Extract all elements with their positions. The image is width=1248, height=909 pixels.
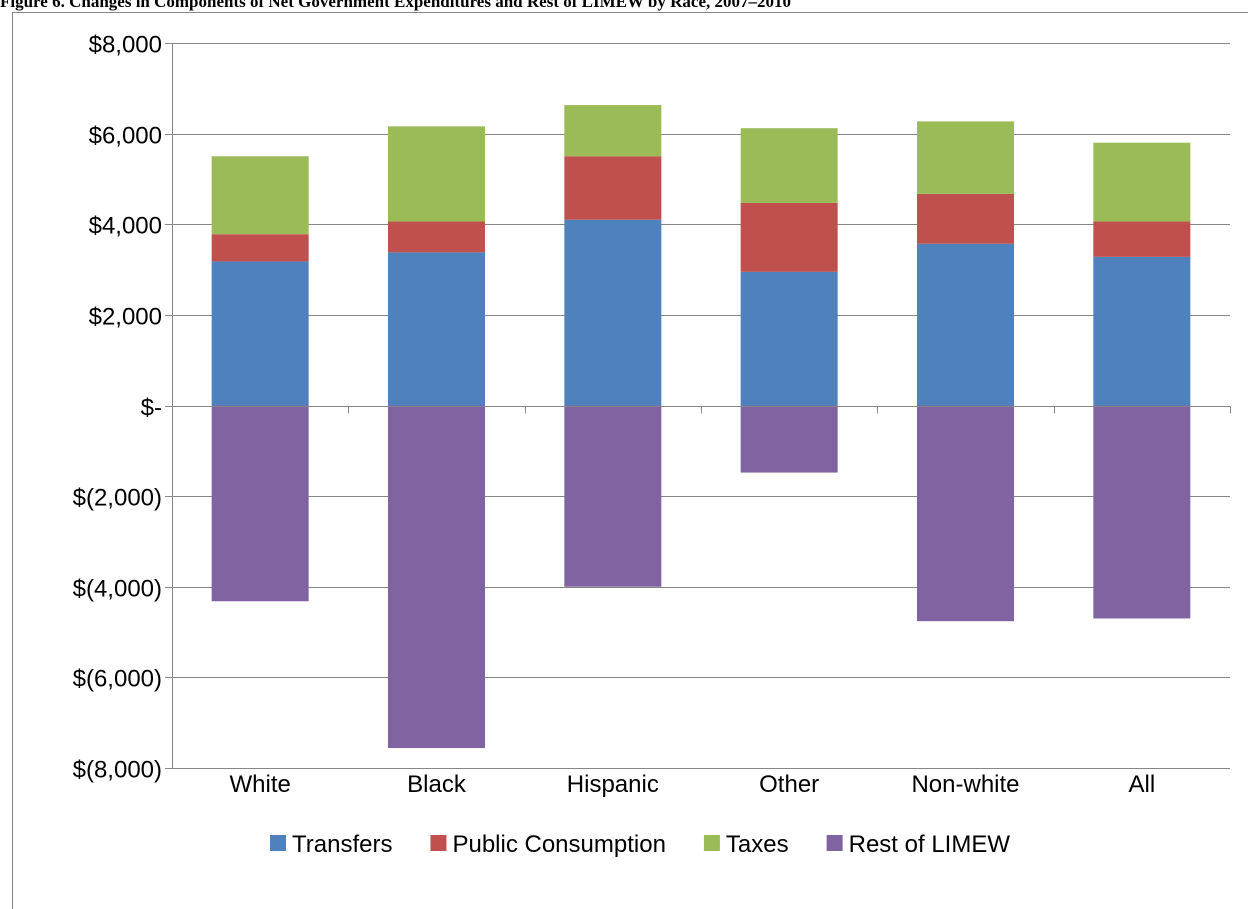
y-tick-label: $2,000 — [89, 304, 162, 331]
bar-transfers-all — [1093, 256, 1191, 406]
bars — [211, 105, 1191, 749]
bar-public-consumption-non-white — [917, 193, 1014, 244]
x-category-label: White — [229, 771, 290, 798]
legend-swatch-public-consumption — [430, 835, 447, 851]
x-category-label: Black — [407, 771, 467, 798]
legend-label-rest-of-limew: Rest of LIMEW — [849, 831, 1011, 858]
figure-title: Figure 6. Changes in Components of Net G… — [0, 0, 791, 11]
bar-rest-of-limew-white — [211, 405, 309, 602]
x-category-label: All — [1128, 771, 1155, 798]
bar-taxes-all — [1093, 142, 1191, 222]
gridlines — [172, 43, 1230, 769]
y-tick-label: $8,000 — [89, 32, 162, 59]
bar-transfers-non-white — [917, 243, 1014, 406]
bar-public-consumption-all — [1093, 221, 1191, 257]
bar-public-consumption-black — [388, 221, 485, 253]
bar-rest-of-limew-all — [1093, 405, 1191, 619]
y-tick-label: $(2,000) — [73, 485, 162, 512]
legend-label-transfers: Transfers — [292, 831, 392, 858]
bar-taxes-black — [388, 126, 485, 222]
bar-transfers-hispanic — [564, 219, 662, 406]
bar-taxes-other — [740, 128, 838, 203]
bar-rest-of-limew-black — [388, 405, 485, 749]
chart-frame — [12, 12, 1248, 909]
x-axis-category-labels: White Black Hispanic Other Non-white All — [229, 771, 1155, 798]
x-category-label: Hispanic — [567, 771, 659, 798]
bar-transfers-black — [388, 252, 485, 406]
y-tick-label: $(4,000) — [73, 576, 162, 603]
axes — [165, 43, 1231, 769]
legend-swatch-transfers — [270, 835, 286, 851]
bar-public-consumption-white — [211, 234, 309, 262]
y-tick-label: $6,000 — [89, 123, 162, 150]
legend-swatch-taxes — [703, 835, 720, 851]
bar-taxes-hispanic — [564, 105, 662, 157]
legend: Transfers Public Consumption Taxes Rest of … — [270, 831, 1010, 858]
bar-rest-of-limew-non-white — [917, 405, 1014, 622]
bar-taxes-white — [211, 156, 309, 235]
bar-transfers-other — [740, 271, 838, 406]
bar-rest-of-limew-hispanic — [564, 405, 662, 587]
bar-transfers-white — [211, 261, 309, 406]
y-axis-tick-labels: $8,000 $6,000 $4,000 $2,000 $- $(2,000) $(4,00… — [73, 32, 162, 784]
legend-label-public-consumption: Public Consumption — [452, 831, 665, 858]
legend-label-taxes: Taxes — [726, 831, 789, 858]
x-category-label: Non-white — [911, 771, 1019, 798]
legend-swatch-rest-of-limew — [826, 835, 843, 851]
bar-public-consumption-other — [740, 202, 838, 272]
x-category-label: Other — [759, 771, 819, 798]
bar-rest-of-limew-other — [740, 405, 838, 473]
y-tick-label: $4,000 — [89, 213, 162, 240]
y-tick-label: $(8,000) — [73, 757, 162, 784]
y-tick-label: $(6,000) — [73, 666, 162, 693]
bar-public-consumption-hispanic — [564, 156, 662, 220]
y-tick-label: $- — [141, 395, 162, 422]
bar-taxes-non-white — [917, 121, 1014, 194]
